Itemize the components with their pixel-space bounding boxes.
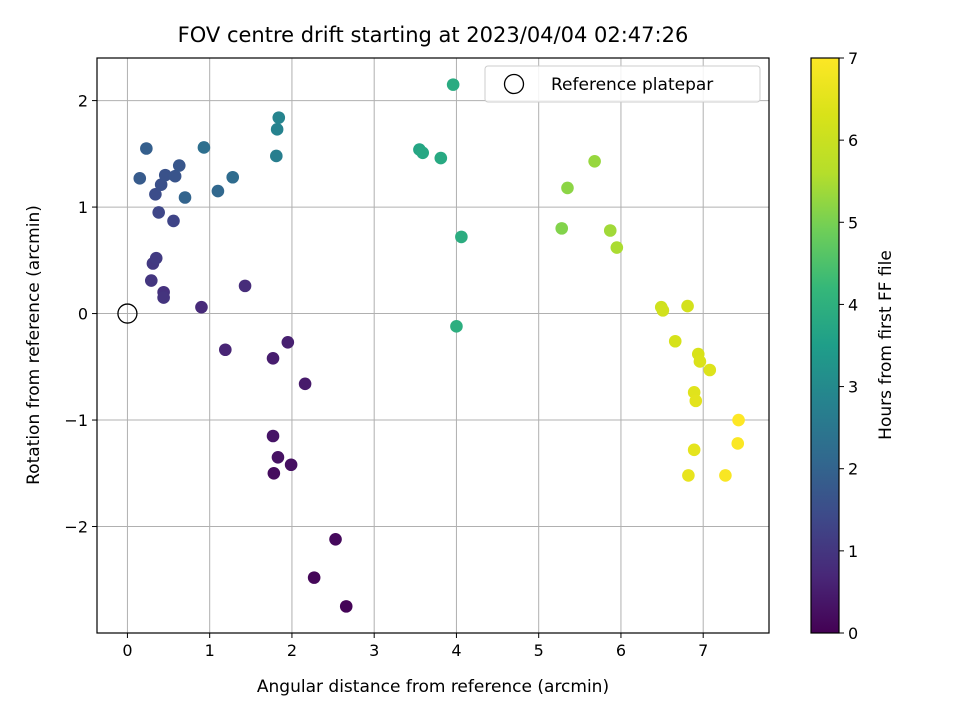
data-point — [140, 142, 153, 155]
y-tick-label: 1 — [78, 198, 88, 217]
x-tick-label: 3 — [369, 641, 379, 660]
data-point — [152, 206, 165, 219]
y-tick-label: −2 — [64, 518, 88, 537]
data-point — [450, 320, 463, 333]
data-point — [416, 146, 430, 160]
data-point — [298, 377, 312, 391]
data-point — [731, 437, 745, 450]
data-point — [271, 451, 285, 464]
data-point — [446, 78, 460, 91]
x-axis-ticks: 0 1 2 3 4 5 6 7 — [122, 633, 708, 660]
data-point — [266, 429, 280, 443]
y-axis-ticks: −2 −1 0 1 2 — [64, 92, 97, 537]
reference-platepar-marker — [117, 303, 138, 324]
y-tick-label: 0 — [78, 305, 88, 324]
data-point — [197, 141, 211, 154]
data-point — [610, 241, 624, 254]
grid — [97, 58, 769, 633]
colorbar-ticks: 0 1 2 3 4 5 6 7 — [839, 49, 858, 643]
data-point — [561, 181, 574, 195]
data-point — [211, 184, 225, 198]
data-point — [267, 466, 281, 480]
data-point — [455, 230, 468, 244]
y-axis-label: Rotation from reference (arcmin) — [24, 205, 44, 485]
y-tick-label: 2 — [78, 92, 88, 111]
chart-title: FOV centre drift starting at 2023/04/04 … — [178, 23, 689, 47]
x-tick-label: 4 — [451, 641, 461, 660]
data-point — [339, 600, 353, 613]
colorbar-tick-label: 4 — [848, 295, 858, 314]
colorbar-tick-label: 5 — [848, 213, 858, 232]
data-point — [719, 469, 732, 482]
data-point — [434, 151, 448, 165]
data-point — [307, 571, 321, 584]
colorbar-label: Hours from first FF file — [876, 250, 896, 440]
data-point — [219, 343, 232, 357]
colorbar-tick-label: 2 — [848, 460, 858, 479]
colorbar-tick-label: 6 — [848, 131, 858, 150]
data-point — [681, 299, 694, 313]
data-point — [266, 351, 280, 365]
data-point — [149, 187, 162, 201]
plot-frame — [96, 57, 770, 634]
data-point — [178, 191, 192, 204]
legend-marker-icon — [503, 73, 525, 95]
data-point — [270, 123, 284, 136]
data-point — [144, 274, 158, 287]
data-point — [588, 154, 601, 168]
data-point — [154, 178, 168, 192]
data-point — [157, 291, 170, 304]
data-point — [281, 336, 295, 349]
data-point — [329, 532, 342, 546]
data-point — [668, 334, 682, 348]
data-point — [703, 363, 717, 377]
data-point — [168, 169, 182, 183]
data-point — [272, 111, 286, 124]
data-point — [693, 355, 707, 368]
x-tick-label: 5 — [534, 641, 544, 660]
x-tick-label: 0 — [122, 641, 132, 660]
data-point — [656, 304, 670, 317]
data-point — [687, 443, 701, 457]
colorbar-tick-label: 1 — [848, 542, 858, 561]
colorbar-tick-label: 7 — [848, 49, 858, 68]
x-axis-label: Angular distance from reference (arcmin) — [257, 677, 609, 697]
legend-label: Reference platepar — [551, 75, 713, 95]
x-tick-label: 6 — [616, 641, 626, 660]
data-point — [682, 469, 695, 482]
data-point — [226, 170, 240, 184]
data-point — [133, 172, 147, 185]
data-point — [284, 458, 298, 472]
data-point — [167, 214, 180, 228]
colorbar-tick-label: 0 — [848, 624, 858, 643]
colorbar-tick-label: 3 — [848, 378, 858, 397]
colorbar: 0 1 2 3 4 5 6 7 Hours from first FF file — [810, 49, 896, 643]
data-point — [270, 149, 283, 163]
data-points — [117, 78, 745, 613]
data-point — [158, 168, 172, 182]
x-tick-label: 2 — [287, 641, 297, 660]
x-tick-label: 1 — [205, 641, 215, 660]
x-tick-label: 7 — [698, 641, 708, 660]
legend: Reference platepar — [484, 65, 761, 103]
data-point — [555, 222, 569, 235]
data-point — [732, 413, 745, 427]
data-point — [195, 300, 208, 314]
data-point — [689, 394, 703, 408]
data-point — [149, 251, 163, 265]
legend-box — [484, 65, 761, 103]
data-point — [603, 224, 617, 237]
data-point — [172, 159, 186, 172]
colorbar-gradient — [810, 57, 840, 634]
y-tick-label: −1 — [64, 411, 88, 430]
data-point — [238, 279, 252, 293]
